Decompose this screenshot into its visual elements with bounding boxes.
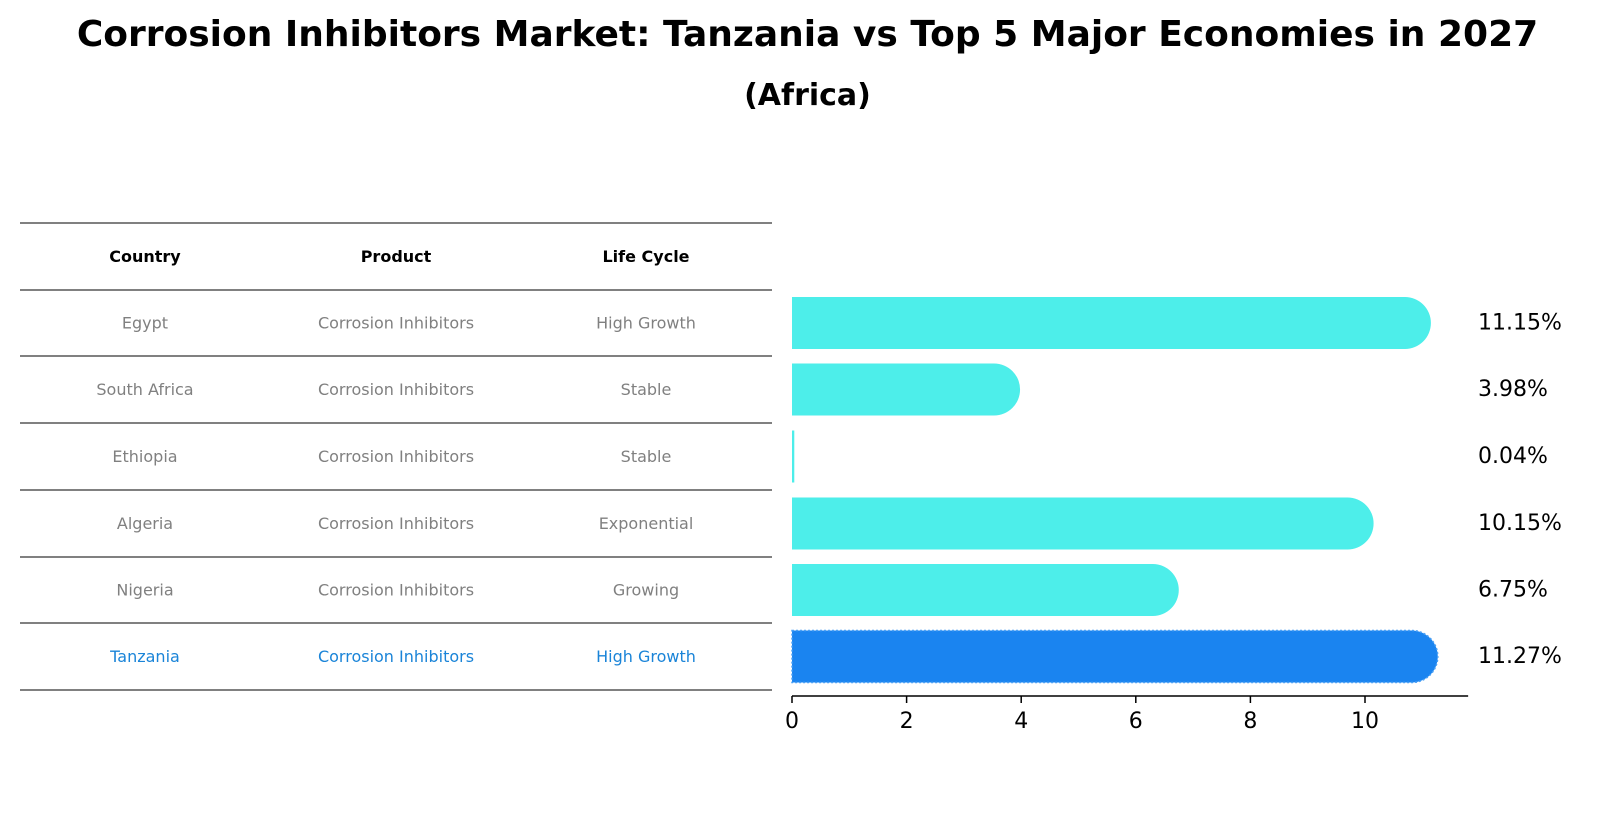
- bar-value-label: 6.75%: [1478, 578, 1548, 603]
- x-tick-label: 6: [1129, 709, 1143, 734]
- bar-value-label: 10.15%: [1478, 511, 1562, 536]
- chart-subtitle: (Africa): [744, 78, 871, 113]
- product-header: Product: [361, 247, 432, 266]
- x-tick-label: 10: [1351, 709, 1379, 734]
- x-tick-label: 2: [900, 709, 914, 734]
- chart-title: Corrosion Inhibitors Market: Tanzania vs…: [76, 14, 1539, 55]
- table-cell-product: Corrosion Inhibitors: [318, 514, 474, 533]
- table-cell-product: Corrosion Inhibitors: [318, 581, 474, 600]
- data-table: Country Product Life Cycle Egypt Corrosion I…: [20, 222, 772, 691]
- bar-value-label: 0.04%: [1478, 444, 1548, 469]
- table-cell-life-cycle: High Growth: [596, 314, 696, 333]
- table-cell-country: South Africa: [96, 380, 193, 399]
- table-cell-product: Corrosion Inhibitors: [318, 447, 474, 466]
- country-header: Country: [109, 247, 181, 266]
- bar-value-label: 11.15%: [1478, 311, 1562, 336]
- table-cell-life-cycle: Growing: [613, 581, 679, 600]
- x-tick-label: 0: [785, 709, 799, 734]
- table-cell-life-cycle: Stable: [621, 380, 672, 399]
- life-cycle-header: Life Cycle: [602, 247, 689, 266]
- table-cell-product: Corrosion Inhibitors: [318, 647, 474, 666]
- table-cell-product: Corrosion Inhibitors: [318, 380, 474, 399]
- x-tick-label: 4: [1014, 709, 1028, 734]
- table-cell-life-cycle: High Growth: [596, 647, 696, 666]
- bar-value-label: 3.98%: [1478, 377, 1548, 402]
- table-cell-product: Corrosion Inhibitors: [318, 314, 474, 333]
- table-cell-country: Ethiopia: [112, 447, 177, 466]
- bar-nigeria: [792, 564, 1179, 616]
- x-tick-label: 8: [1243, 709, 1257, 734]
- bar-ethiopia: [792, 430, 795, 483]
- table-cell-country: Algeria: [117, 514, 173, 533]
- bar-tanzania: [791, 629, 1439, 684]
- bar-algeria: [792, 497, 1374, 550]
- bar-value-label: 11.27%: [1478, 644, 1562, 669]
- table-cell-country: Nigeria: [116, 581, 173, 600]
- table-cell-country: Egypt: [122, 314, 168, 333]
- table-cell-life-cycle: Stable: [621, 447, 672, 466]
- table-cell-country: Tanzania: [109, 647, 180, 666]
- bar-chart: 11.15% 3.98% 0.04% 10.15% 6.75% 11.27% 0 2 4 6 8 10: [785, 297, 1562, 734]
- bar-egypt: [792, 297, 1431, 349]
- table-cell-life-cycle: Exponential: [599, 514, 694, 533]
- bar-south-africa: [792, 363, 1021, 416]
